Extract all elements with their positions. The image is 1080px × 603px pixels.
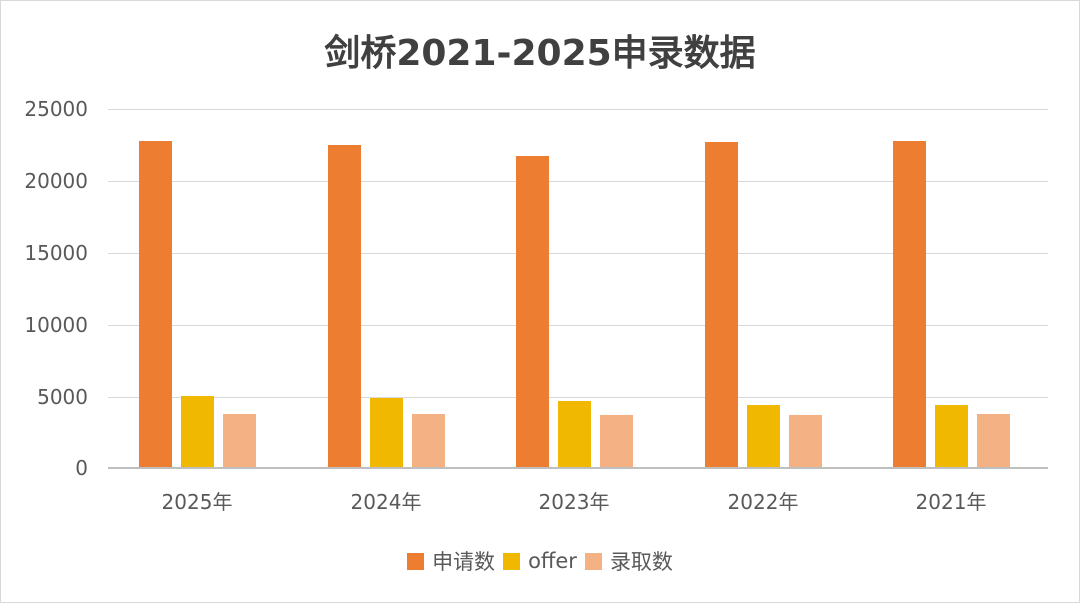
legend-label: 申请数 [432,550,496,574]
bar-3-2[interactable] [788,415,822,467]
x-axis-line [108,467,1048,469]
bar-0-0[interactable] [139,140,172,467]
legend-swatch-icon [407,552,425,570]
gridline [108,397,1048,398]
y-tick-label: 5000 [37,385,88,409]
x-tick-label: 2022年 [727,490,799,514]
bar-2-1[interactable] [558,401,591,467]
y-tick-label: 25000 [24,97,88,121]
legend: 申请数 offer 录取数 [0,546,1080,576]
plot-area [108,109,1048,469]
legend-label: offer [528,549,577,573]
legend-swatch-icon [584,552,602,570]
legend-item-offer[interactable]: offer [503,549,577,573]
legend-item-admitted[interactable]: 录取数 [584,546,673,576]
x-tick-label: 2021年 [915,490,987,514]
gridline [108,253,1048,254]
bar-3-0[interactable] [704,141,738,467]
bar-4-0[interactable] [893,140,926,467]
x-tick-label: 2025年 [161,490,233,514]
legend-label: 录取数 [609,550,673,574]
legend-item-applications[interactable]: 申请数 [407,546,495,576]
y-tick-label: 10000 [24,313,88,337]
bar-1-0[interactable] [327,144,361,467]
bar-4-2[interactable] [977,414,1010,467]
bar-0-2[interactable] [223,414,256,467]
chart-title: 剑桥2021-2025申录数据 [324,33,756,74]
y-tick-label: 0 [75,456,88,480]
bar-3-1[interactable] [746,405,780,467]
bar-4-1[interactable] [935,405,968,467]
gridline [108,325,1048,326]
bar-2-2[interactable] [600,415,633,467]
bar-1-1[interactable] [369,398,403,467]
x-tick-label: 2023年 [538,490,610,514]
bar-2-0[interactable] [516,155,549,467]
legend-swatch-icon [503,552,521,570]
bar-0-1[interactable] [181,396,214,467]
x-tick-label: 2024年 [350,490,422,514]
y-tick-label: 20000 [24,169,88,193]
y-tick-label: 15000 [24,241,88,265]
gridline [108,109,1048,110]
bar-1-2[interactable] [411,414,445,467]
gridline [108,181,1048,182]
